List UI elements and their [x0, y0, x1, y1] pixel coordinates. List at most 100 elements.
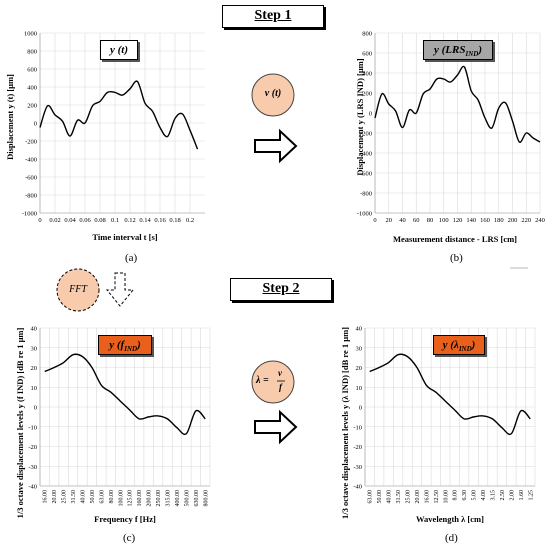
chip-ylrs-sub: IND [465, 50, 479, 59]
series-line [39, 80, 199, 150]
x-tick-label: 1.25 [528, 490, 534, 501]
x-tick-label: 315.00 [166, 490, 172, 507]
formula-denominator: f [279, 382, 282, 392]
chip-yf-sub: IND [124, 345, 138, 354]
y-tick-label: 0 [359, 405, 362, 412]
x-tick-label: 6.30 [462, 490, 468, 501]
y-tick-label: 200 [27, 103, 37, 110]
x-tick-label: 12.50 [434, 490, 440, 504]
y-tick-label: -800 [25, 193, 37, 200]
x-tick-label: 220 [521, 217, 531, 224]
step1-arrow-icon [254, 128, 298, 164]
y-tick-label: -30 [28, 464, 37, 471]
y-tick-label: -200 [360, 131, 372, 138]
y-tick-label: -40 [28, 484, 37, 491]
panel-letter-d: (d) [445, 532, 458, 544]
x-tick-label: 63.00 [368, 490, 374, 504]
x-tick-label: 160.00 [137, 490, 143, 507]
y-tick-label: 400 [27, 85, 37, 92]
x-tick-label: 0.14 [139, 217, 151, 224]
y-tick-label: 40 [31, 326, 38, 333]
chip-ylrs-text: y (LRS [434, 44, 466, 56]
y-tick-label: 800 [27, 49, 37, 56]
fft-arrow-icon [105, 272, 135, 307]
chip-ylrs-end: ) [478, 44, 482, 56]
x-tick-label: 20 [386, 217, 393, 224]
step1-label: Step 1 [222, 5, 324, 28]
x-tick-label: 16.00 [43, 490, 49, 504]
y-tick-label: 800 [362, 31, 372, 38]
velocity-text: v (t) [264, 88, 282, 99]
y-tick-label: 600 [362, 51, 372, 58]
step2-arrow-icon [254, 409, 298, 445]
x-tick-label: 1.60 [519, 490, 525, 501]
x-tick-label: 25.00 [406, 490, 412, 504]
x-tick-label: 120 [453, 217, 463, 224]
y-tick-label: 0 [34, 405, 37, 412]
x-tick-label: 4.00 [481, 490, 487, 501]
chip-yf-text: y (f [109, 339, 125, 351]
x-tick-label: 2.00 [509, 490, 515, 501]
formula-numerator: v [278, 368, 282, 378]
y-tick-label: -40 [353, 484, 362, 491]
panel-letter-b: (b) [450, 252, 463, 264]
y-tick-label: 1000 [24, 31, 37, 38]
xlabel-a: Time interval t [s] [92, 232, 158, 242]
x-tick-label: 400.00 [175, 490, 181, 507]
x-tick-label: 50.00 [90, 490, 96, 504]
x-tick-label: 40.00 [387, 490, 393, 504]
y-tick-label: -20 [28, 444, 37, 451]
y-tick-label: -1000 [22, 211, 37, 218]
x-tick-label: 40.00 [81, 490, 87, 504]
chip-yf-end: ) [137, 339, 141, 351]
x-tick-label: 0.06 [79, 217, 91, 224]
y-tick-label: -600 [360, 171, 372, 178]
y-tick-label: 200 [362, 91, 372, 98]
x-tick-label: 0.1 [111, 217, 119, 224]
x-tick-label: 240 [535, 217, 545, 224]
x-tick-label: 25.00 [62, 490, 68, 504]
x-tick-label: 2.50 [500, 490, 506, 501]
y-tick-label: 10 [356, 385, 363, 392]
x-tick-label: 31.50 [396, 490, 402, 504]
x-tick-label: 200 [508, 217, 518, 224]
xlabel-c: Frequency f [Hz] [94, 514, 156, 524]
x-tick-label: 20.00 [415, 490, 421, 504]
x-tick-label: 80 [427, 217, 434, 224]
x-tick-label: 80.00 [109, 490, 115, 504]
y-tick-label: -1000 [357, 211, 372, 218]
x-tick-label: 40 [399, 217, 406, 224]
ylabel-c: 1/3 octave displacement levels y (f IND)… [15, 327, 25, 519]
chip-ylambda-end: ) [471, 339, 476, 351]
x-tick-label: 0.04 [64, 217, 76, 224]
y-tick-label: 400 [362, 71, 372, 78]
y-tick-label: 30 [356, 345, 363, 352]
x-tick-label: 5.00 [472, 490, 478, 501]
y-tick-label: -20 [353, 444, 362, 451]
y-tick-label: 40 [356, 326, 363, 333]
xlabel-d: Wavelength λ [cm] [416, 514, 484, 524]
step2-label: Step 2 [230, 278, 332, 301]
chip-yt-text: y (t) [109, 44, 128, 56]
x-tick-label: 10.00 [443, 490, 449, 504]
chip-ylrs: y (LRSIND) [423, 40, 493, 60]
y-tick-label: -10 [353, 424, 362, 431]
x-tick-label: 100.00 [118, 490, 124, 507]
y-tick-label: 20 [31, 365, 38, 372]
series-line [374, 65, 541, 143]
y-tick-label: -400 [360, 151, 372, 158]
x-tick-label: 63.00 [99, 490, 105, 504]
y-tick-label: -30 [353, 464, 362, 471]
x-tick-label: 0.12 [124, 217, 135, 224]
x-tick-label: 0.02 [49, 217, 60, 224]
x-tick-label: 0.16 [154, 217, 166, 224]
ylabel-b: Displacement y (LRS IND) [μm] [355, 58, 365, 176]
x-tick-label: 0 [38, 217, 41, 224]
x-tick-label: 180 [494, 217, 504, 224]
panel-letter-a: (a) [125, 252, 138, 264]
chip-ylambda-text: y (λ [442, 339, 459, 351]
y-tick-label: -200 [25, 139, 37, 146]
x-tick-label: 140 [466, 217, 476, 224]
